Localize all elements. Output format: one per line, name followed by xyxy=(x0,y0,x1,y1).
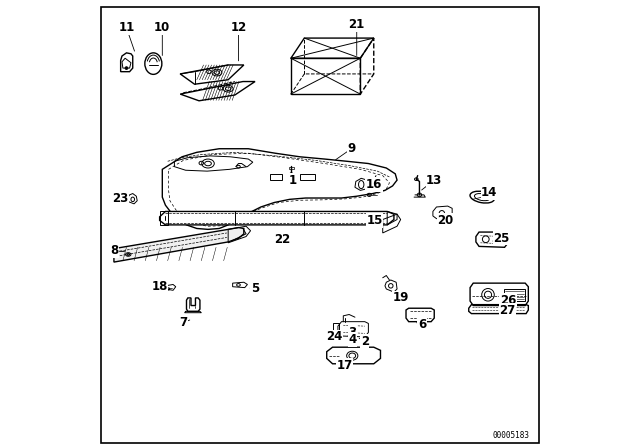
Text: 19: 19 xyxy=(392,291,409,305)
Polygon shape xyxy=(163,149,397,229)
Text: 4: 4 xyxy=(348,333,356,346)
Text: 22: 22 xyxy=(274,233,290,246)
Text: 20: 20 xyxy=(437,214,454,227)
Text: 13: 13 xyxy=(426,173,442,187)
Text: 9: 9 xyxy=(348,142,355,155)
Text: 3: 3 xyxy=(348,326,356,339)
Text: 25: 25 xyxy=(493,232,509,245)
Text: 16: 16 xyxy=(365,178,382,191)
Text: 24: 24 xyxy=(326,330,342,344)
Text: 1: 1 xyxy=(289,173,297,187)
Polygon shape xyxy=(470,283,529,306)
Text: 23: 23 xyxy=(113,191,129,205)
Ellipse shape xyxy=(125,67,128,69)
Text: 14: 14 xyxy=(481,186,497,199)
Text: 26: 26 xyxy=(500,293,516,307)
Text: 18: 18 xyxy=(152,280,168,293)
Ellipse shape xyxy=(290,173,293,175)
Text: 12: 12 xyxy=(230,21,246,34)
Text: 7: 7 xyxy=(179,316,188,329)
Text: 00005183: 00005183 xyxy=(493,431,530,440)
Text: 5: 5 xyxy=(251,282,259,296)
Text: 17: 17 xyxy=(337,358,353,372)
Polygon shape xyxy=(159,211,394,225)
Text: 27: 27 xyxy=(499,303,515,317)
Text: 21: 21 xyxy=(349,18,365,31)
Text: 2: 2 xyxy=(361,335,369,348)
Text: 11: 11 xyxy=(118,21,134,34)
Text: 6: 6 xyxy=(418,318,426,332)
Polygon shape xyxy=(114,228,244,262)
Text: 8: 8 xyxy=(110,244,118,258)
Text: 15: 15 xyxy=(367,214,383,227)
Text: 10: 10 xyxy=(154,21,170,34)
